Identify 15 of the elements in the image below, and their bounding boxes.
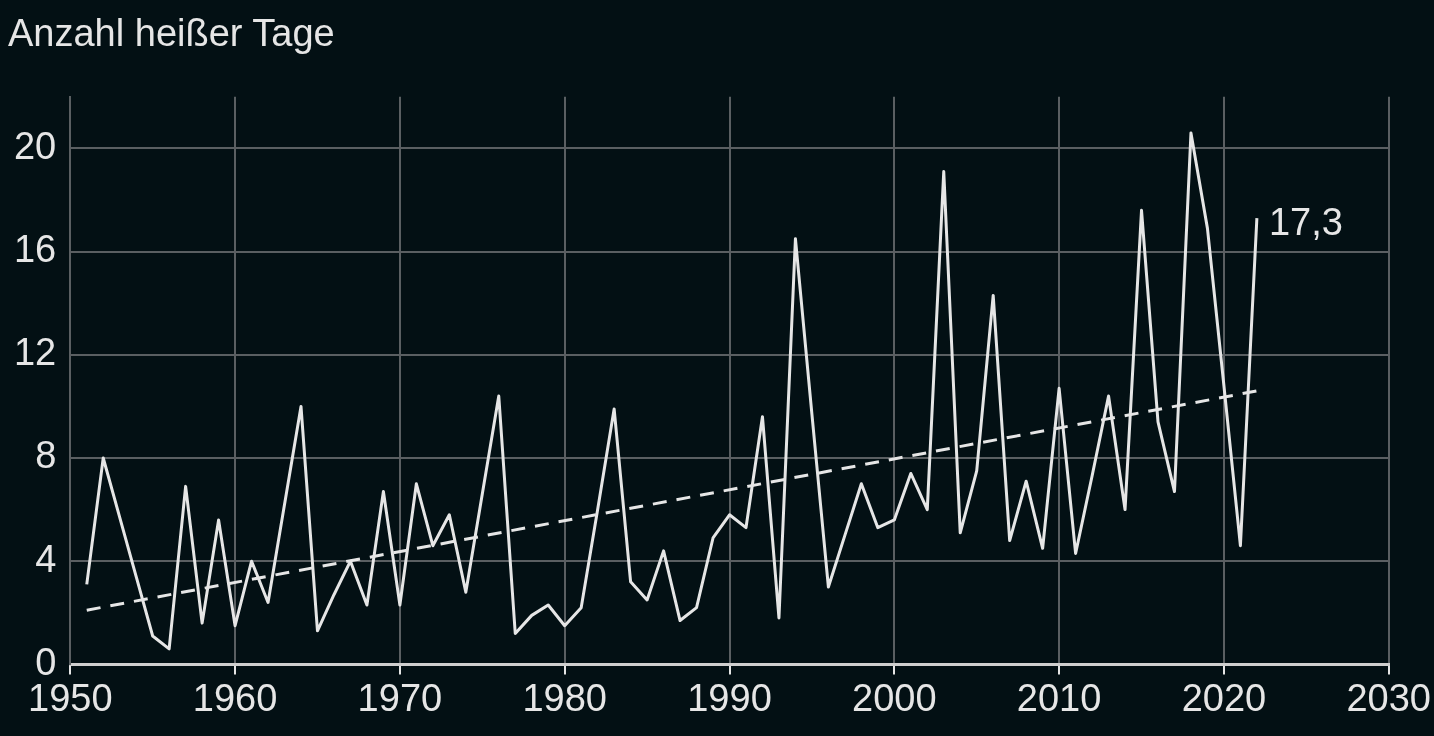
chart-title: Anzahl heißer Tage bbox=[8, 12, 335, 55]
x-tick-label: 1960 bbox=[192, 676, 278, 719]
x-tick-label: 1970 bbox=[357, 676, 443, 719]
x-tick-label: 2030 bbox=[1346, 676, 1432, 719]
y-tick-label: 20 bbox=[13, 124, 57, 167]
x-tick-label: 1980 bbox=[522, 676, 607, 719]
y-tick-label: 4 bbox=[35, 537, 57, 580]
annotation: 17,3 bbox=[1268, 200, 1343, 243]
y-tick-label: 8 bbox=[35, 434, 57, 477]
y-tick-label: 16 bbox=[13, 228, 57, 271]
x-tick-label: 1990 bbox=[687, 676, 772, 719]
x-tick-label: 2010 bbox=[1016, 676, 1102, 719]
y-tick-label: 12 bbox=[13, 331, 57, 374]
x-tick-label: 2020 bbox=[1181, 676, 1267, 719]
x-tick-label: 2000 bbox=[852, 676, 937, 719]
